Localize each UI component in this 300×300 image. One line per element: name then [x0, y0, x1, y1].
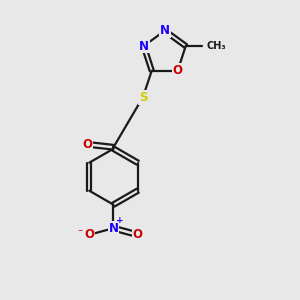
Text: ⁻: ⁻: [77, 228, 83, 238]
Text: N: N: [160, 24, 170, 37]
Text: O: O: [82, 138, 92, 151]
Text: N: N: [139, 40, 149, 52]
Text: S: S: [139, 91, 147, 104]
Text: N: N: [109, 222, 118, 235]
Text: CH₃: CH₃: [206, 41, 226, 51]
Text: +: +: [116, 216, 124, 225]
Text: O: O: [133, 228, 142, 241]
Text: O: O: [84, 228, 94, 241]
Text: O: O: [173, 64, 183, 77]
